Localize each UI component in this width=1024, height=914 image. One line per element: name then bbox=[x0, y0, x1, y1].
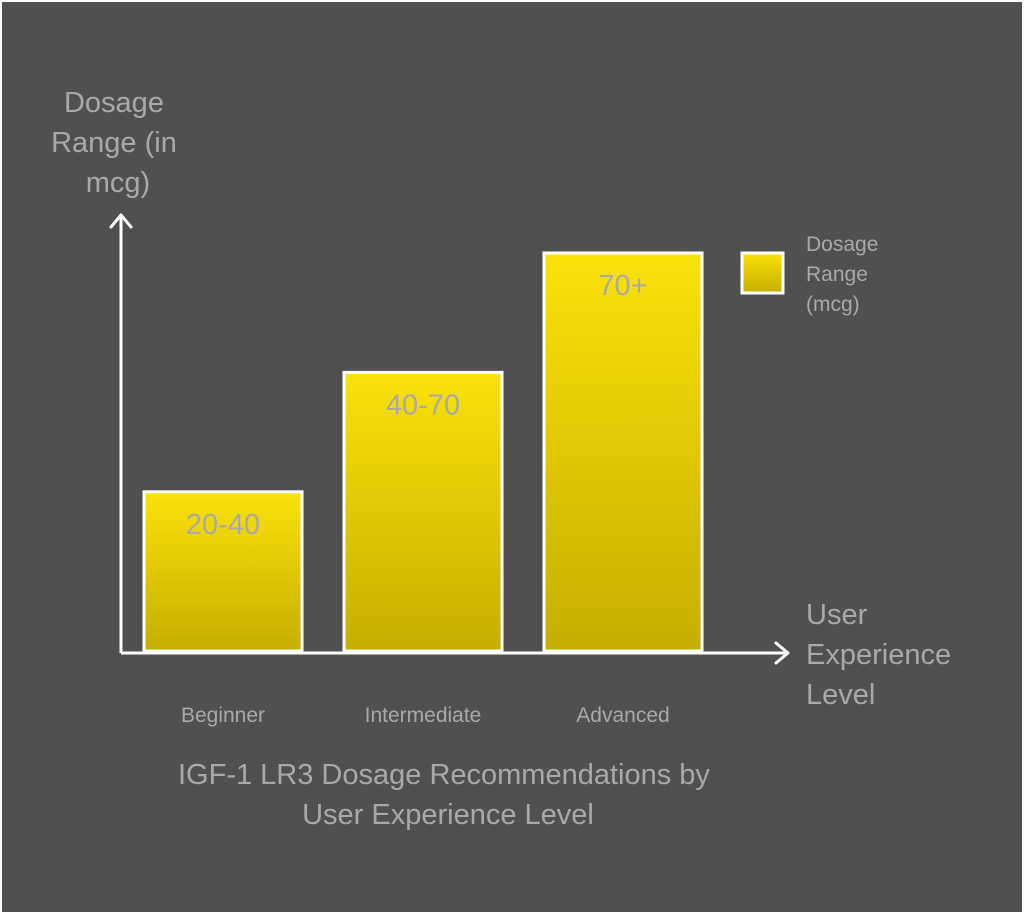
bar-advanced bbox=[542, 251, 704, 653]
data-label-beginner: 20-40 bbox=[186, 509, 260, 541]
bars: 20-40 Beginner 40-70 Intermediate 70+ Advance… bbox=[142, 251, 704, 727]
x-tick-label-advanced: Advanced bbox=[576, 704, 669, 727]
data-label-advanced: 70+ bbox=[598, 270, 647, 302]
x-tick-label-beginner: Beginner bbox=[181, 704, 265, 727]
x-tick-label-intermediate: Intermediate bbox=[365, 704, 482, 727]
axes bbox=[109, 213, 790, 665]
x-axis-arrowhead bbox=[774, 641, 790, 665]
chart-title: IGF-1 LR3 Dosage Recommendations by User… bbox=[178, 759, 718, 831]
data-label-intermediate: 40-70 bbox=[386, 389, 460, 421]
y-axis-label: Dosage Range (in mcg) bbox=[51, 87, 185, 199]
legend: Dosage Range (mcg) bbox=[740, 233, 884, 316]
y-axis-arrowhead bbox=[109, 213, 133, 229]
legend-label: Dosage Range (mcg) bbox=[806, 233, 884, 316]
legend-swatch bbox=[740, 251, 785, 295]
bar-beginner bbox=[142, 490, 304, 653]
x-axis-label: User Experience Level bbox=[806, 599, 959, 711]
bar-intermediate bbox=[342, 370, 504, 653]
